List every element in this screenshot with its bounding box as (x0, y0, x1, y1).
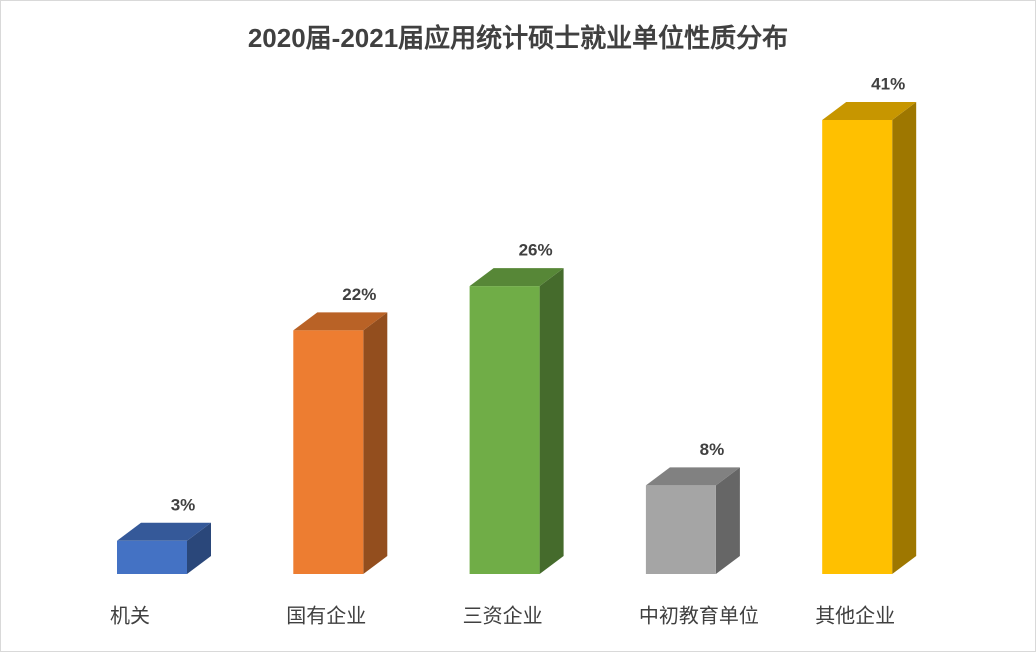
bar (117, 540, 187, 574)
bar-top (117, 522, 211, 541)
bar (822, 120, 893, 574)
bar-side (539, 268, 564, 574)
bar-side (363, 312, 388, 574)
x-tick-label: 其他企业 (815, 604, 895, 627)
x-tick-label: 国有企业 (286, 604, 366, 627)
bar-side (892, 102, 917, 574)
data-label: 41% (871, 74, 905, 93)
bar (293, 330, 364, 574)
data-label: 22% (342, 285, 376, 304)
bar-side (187, 522, 211, 574)
data-label: 8% (700, 440, 725, 459)
data-label: 26% (519, 241, 553, 260)
bar-top (822, 102, 917, 120)
bar-top (469, 268, 564, 287)
bar-top (645, 467, 740, 486)
bar-side (715, 467, 740, 574)
bar (469, 286, 540, 574)
bar-top (293, 312, 388, 331)
chart-title: 2020届-2021届应用统计硕士就业单位性质分布 (248, 23, 788, 53)
x-tick-label: 中初教育单位 (639, 604, 759, 627)
x-tick-label: 三资企业 (463, 604, 543, 627)
x-tick-label: 机关 (110, 604, 150, 627)
bar (645, 485, 716, 574)
data-label: 3% (171, 495, 196, 514)
